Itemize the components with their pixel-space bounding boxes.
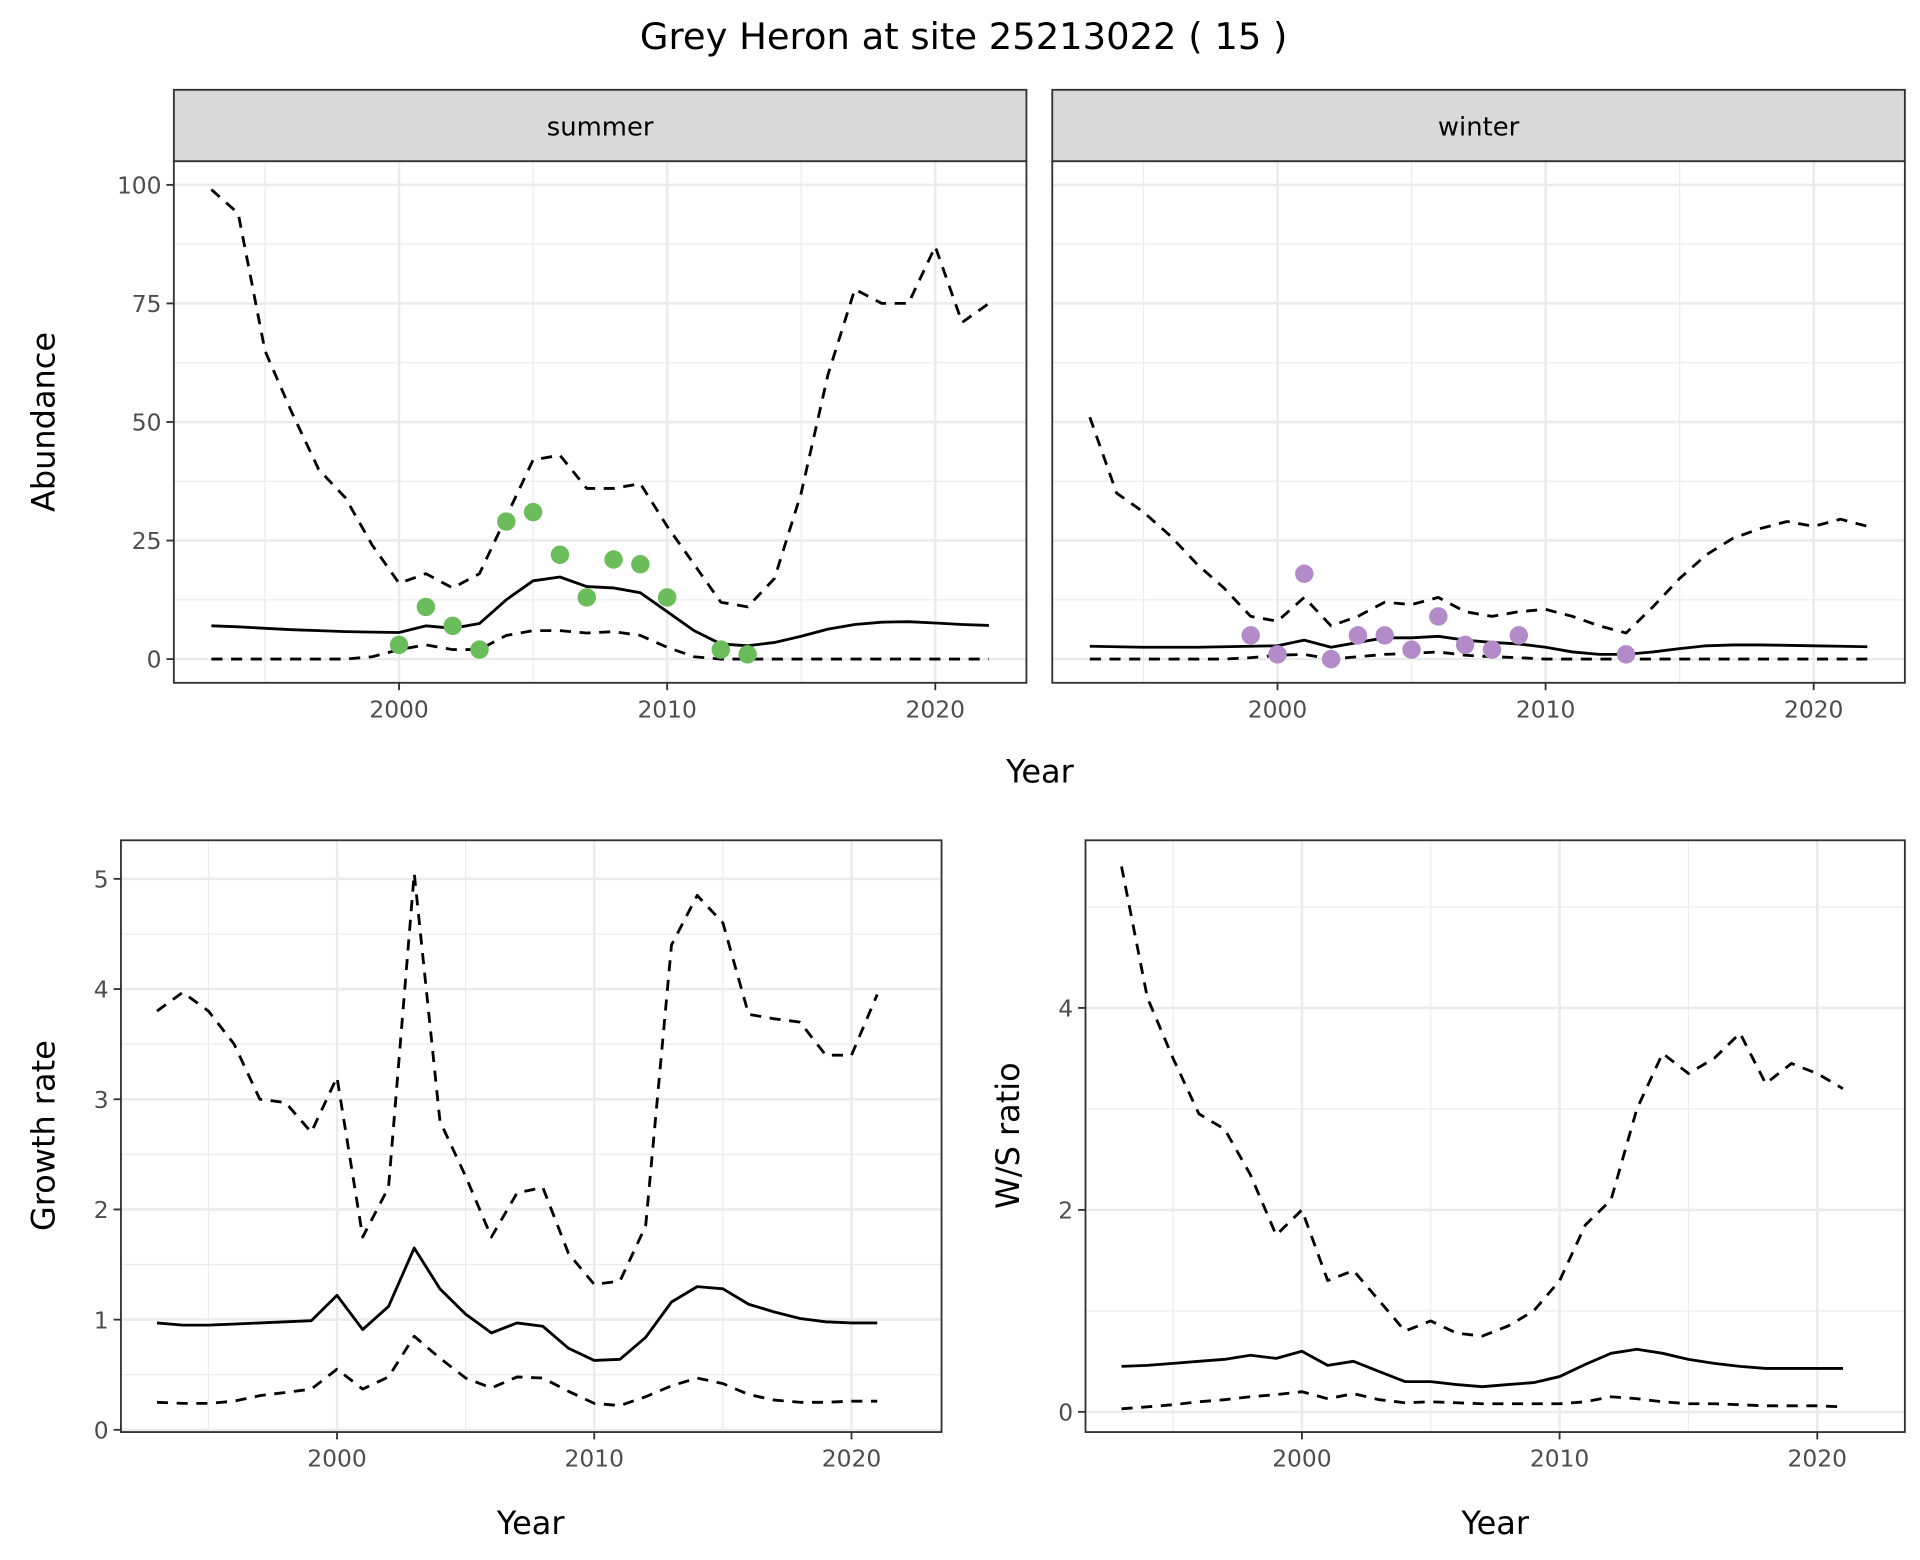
y-tick-label: 100 [117, 171, 162, 199]
data-point [443, 616, 462, 636]
data-point [1268, 645, 1287, 664]
panel-growth-rate: 2000 2010 2020 0 1 2 3 4 5 [94, 839, 943, 1472]
x-tick-label: 2010 [565, 1444, 624, 1472]
y-tick-label: 2 [94, 1196, 109, 1224]
data-point [604, 550, 623, 569]
x-tick-label: 2000 [369, 695, 428, 723]
data-point [1509, 626, 1529, 645]
data-point [1321, 649, 1341, 669]
series-line-lower [1121, 1390, 1844, 1411]
x-tick-label: 2010 [637, 695, 696, 723]
data-point [416, 597, 436, 617]
series-line-estimate [1121, 1347, 1843, 1389]
panel-border [120, 839, 943, 1433]
series-line-estimate [1089, 634, 1868, 656]
figure-title: Grey Heron at site 25213022 ( 15 ) [640, 15, 1287, 58]
y-tick-label: 4 [94, 976, 109, 1004]
data-point [1241, 626, 1260, 645]
data-point [1402, 640, 1421, 659]
data-point [657, 588, 677, 607]
data-point [1616, 645, 1636, 664]
y-tick-label: 75 [132, 290, 162, 318]
series-line-upper [210, 188, 990, 609]
data-point [1455, 635, 1475, 655]
ylabel-ws-ratio: W/S ratio [989, 1062, 1027, 1209]
x-tick-label: 2020 [822, 1444, 881, 1472]
xlabel-ratio: Year [1460, 1504, 1530, 1542]
series-line-estimate [156, 1246, 878, 1362]
data-point [1348, 626, 1368, 645]
series-line-estimate [211, 575, 989, 648]
y-tick-label: 4 [1058, 995, 1073, 1023]
y-tick-label: 2 [1058, 1196, 1073, 1224]
x-tick-label: 2020 [1784, 695, 1843, 723]
x-tick-label: 2020 [1788, 1444, 1847, 1472]
y-tick-label: 5 [94, 865, 109, 893]
series-line-lower [156, 1334, 878, 1408]
data-point [1375, 626, 1394, 645]
data-point [1429, 607, 1448, 626]
x-tick-label: 2000 [1248, 695, 1307, 723]
data-point [389, 635, 409, 655]
facet-strip [172, 88, 1028, 163]
series-line-upper [1088, 416, 1868, 635]
data-point [577, 588, 596, 607]
x-tick-label: 2000 [307, 1444, 366, 1472]
y-tick-label: 50 [132, 409, 162, 437]
data-point [1295, 564, 1314, 583]
x-tick-label: 2000 [1272, 1444, 1331, 1472]
series-line-upper [156, 871, 879, 1286]
panel-ws-ratio: 2000 2010 2020 0 2 4 [1058, 839, 1906, 1472]
series-line-lower [211, 629, 989, 661]
y-tick-label: 0 [94, 1416, 109, 1444]
ylabel-abundance: Abundance [25, 332, 63, 512]
facet-strip-label: winter [1438, 112, 1520, 142]
data-point [470, 640, 489, 659]
ylabel-growth-rate: Growth rate [25, 1040, 63, 1231]
data-point [523, 502, 543, 522]
data-point [711, 640, 731, 659]
data-point [497, 512, 516, 531]
data-point [738, 645, 757, 664]
data-point [631, 555, 650, 574]
x-tick-label: 2010 [1530, 1444, 1589, 1472]
plot-background [1085, 840, 1905, 1433]
facet-strip-label: summer [547, 112, 654, 142]
data-point [550, 545, 570, 564]
y-tick-label: 3 [94, 1086, 109, 1114]
data-point [1482, 640, 1502, 659]
plot-background [120, 840, 942, 1433]
y-tick-label: 0 [1058, 1398, 1073, 1426]
xlabel-growth: Year [496, 1504, 566, 1542]
y-tick-label: 1 [94, 1306, 109, 1334]
facet-strip [1051, 88, 1906, 163]
panel-border [1084, 839, 1906, 1433]
xlabel-top: Year [1005, 752, 1075, 790]
panel-summer: 2000 2010 2020 0 25 50 75 100 summer [117, 88, 1028, 723]
x-tick-label: 2010 [1516, 695, 1575, 723]
panel-winter: 2000 2010 2020 winter [1051, 88, 1906, 723]
x-tick-label: 2020 [906, 695, 965, 723]
series-line-upper [1120, 866, 1844, 1338]
y-tick-label: 25 [132, 527, 162, 555]
y-tick-label: 0 [147, 646, 162, 674]
